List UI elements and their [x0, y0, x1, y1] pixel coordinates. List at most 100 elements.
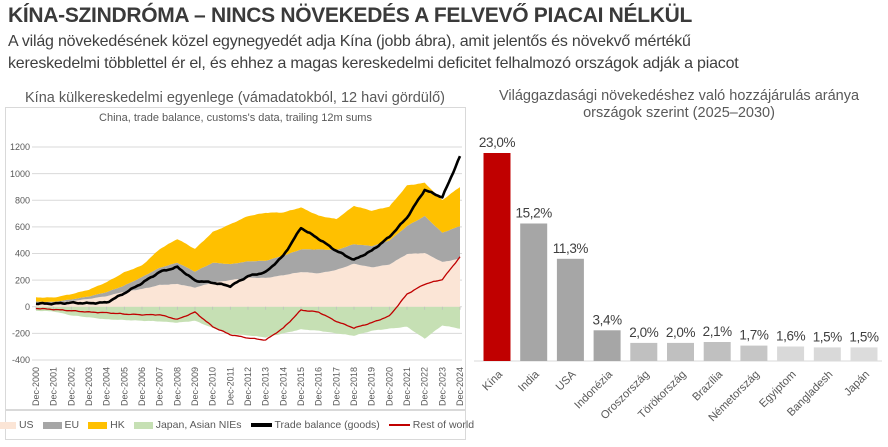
bar-oroszorsz-g — [630, 342, 658, 361]
y-tick-label: 1200 — [10, 142, 30, 152]
legend-swatch — [88, 421, 108, 429]
area-eu — [36, 215, 460, 304]
bar-category-label: Brazília — [690, 368, 725, 403]
x-tick-label: Dec-2017 — [331, 367, 341, 406]
x-tick-label: Dec-2009 — [190, 367, 200, 406]
bar-value-label: 2,1% — [703, 324, 733, 339]
legend-swatch — [388, 424, 410, 426]
y-tick-label: 600 — [15, 222, 30, 232]
x-tick-label: Dec-2001 — [49, 367, 59, 406]
legend-label: Japan, Asian NIEs — [155, 419, 242, 431]
legend-item-rest-of-world: Rest of world — [388, 419, 475, 431]
bar-bangladesh — [813, 347, 841, 361]
right-chart-title-line-2: országok szerint (2025–2030) — [583, 105, 775, 121]
stacked-areas — [36, 182, 460, 339]
y-tick-label: -400 — [12, 355, 30, 365]
bar-value-label: 1,6% — [776, 329, 806, 344]
subtitle-line-2: kereskedelmi többlettel ér el, és ehhez … — [8, 55, 739, 72]
bar-egyiptom — [777, 346, 805, 361]
x-tick-label: Dec-2023 — [437, 367, 447, 406]
legend-label: Rest of world — [412, 419, 475, 431]
legend-label: Trade balance (goods) — [274, 419, 380, 431]
legend-item-trade-balance-goods-: Trade balance (goods) — [250, 419, 380, 431]
bar-value-label: 1,5% — [813, 329, 843, 344]
x-tick-label: Dec-2013 — [261, 367, 271, 406]
y-axis-labels: 1200 1000 800 600 400 200 0 -200 -400 — [10, 142, 30, 365]
legend-item-us: US — [0, 419, 34, 431]
bar-k-na — [483, 153, 511, 361]
legend-label: EU — [64, 419, 80, 431]
legend-label: HK — [110, 419, 125, 431]
bar-value-label: 2,0% — [666, 325, 696, 340]
bar-value-label: 1,5% — [849, 329, 879, 344]
y-tick-label: 200 — [15, 275, 30, 285]
x-tick-label: Dec-2019 — [367, 367, 377, 406]
bar-value-label: 2,0% — [629, 325, 659, 340]
bar-india — [520, 223, 548, 361]
x-tick-label: Dec-2005 — [119, 367, 129, 406]
bar-category-label: India — [516, 368, 542, 394]
y-tick-label: 0 — [25, 302, 30, 312]
x-tick-label: Dec-2015 — [296, 367, 306, 406]
x-tick-label: Dec-2016 — [314, 367, 324, 406]
bar-category-label: USA — [554, 368, 579, 393]
trade-balance-legend: US EU HK Japan, Asian NIEs Trade balance (go… — [0, 410, 474, 440]
bar-value-label: 1,7% — [739, 328, 769, 343]
bar-indon-zia — [593, 330, 621, 361]
y-tick-label: 800 — [15, 195, 30, 205]
trade-balance-chart-frame: China, trade balance, customs's data, tr… — [5, 107, 466, 410]
x-tick-label: Dec-2002 — [66, 367, 76, 406]
legend-item-hk: HK — [88, 419, 125, 431]
x-tick-label: Dec-2008 — [172, 367, 182, 406]
x-tick-label: Dec-2024 — [455, 367, 465, 406]
page-title: KÍNA-SZINDRÓMA – NINCS NÖVEKEDÉS A FELVE… — [8, 4, 693, 27]
bar-value-label: 11,3% — [553, 241, 589, 256]
legend-swatch — [133, 421, 153, 429]
bar-category-label: Japán — [842, 369, 872, 399]
y-tick-label: 400 — [15, 249, 30, 259]
bar-jap-n — [850, 347, 878, 361]
area-japan-asian-nies — [36, 306, 460, 339]
bar-category-label: Kína — [480, 368, 505, 393]
x-tick-label: Dec-2012 — [243, 367, 253, 406]
subtitle-line-1: A világ növekedésének közel egynegyedét … — [8, 33, 691, 50]
growth-contribution-bar-chart: 23,0% 15,2% 11,3% 3,4% 2,0% 2,0% 2,1% 1,7% 1,6% 1… — [474, 135, 882, 424]
legend-label: US — [18, 419, 34, 431]
x-tick-label: Dec-2021 — [402, 367, 412, 406]
left-chart-title: Kína külkereskedelmi egyenlege (vámadato… — [25, 90, 445, 106]
trade-balance-chart-inner-title: China, trade balance, customs's data, tr… — [99, 112, 372, 124]
legend-swatch — [42, 421, 62, 429]
x-tick-label: Dec-2011 — [225, 367, 235, 405]
line-trade-balance — [35, 155, 462, 306]
area-us — [36, 253, 460, 307]
bar-value-label: 23,0% — [479, 135, 516, 150]
value-labels: 23,0% 15,2% 11,3% 3,4% 2,0% 2,0% 2,1% 1,7% 1,6% 1… — [479, 135, 880, 344]
legend-item-japan-asian-nies: Japan, Asian NIEs — [133, 419, 242, 431]
x-tick-label: Dec-2007 — [155, 367, 165, 406]
area-hk — [36, 182, 460, 302]
bar-usa — [556, 258, 584, 361]
y-tick-label: -200 — [12, 329, 30, 339]
legend-swatch — [0, 421, 16, 429]
x-tick-label: Dec-2020 — [384, 367, 394, 406]
line-rest-of-world — [35, 256, 461, 341]
x-tick-label: Dec-2022 — [420, 367, 430, 406]
x-axis-labels: Dec-2000 Dec-2001 Dec-2002 Dec-2003 Dec-2004… — [31, 367, 465, 406]
bar-value-label: 15,2% — [516, 206, 553, 221]
x-tick-label: Dec-2003 — [84, 367, 94, 406]
bars — [483, 153, 878, 361]
right-chart-title-line-1: Világgazdasági növekedéshez való hozzájá… — [498, 88, 860, 104]
x-tick-label: Dec-2018 — [349, 367, 359, 406]
legend-swatch — [250, 423, 272, 427]
category-labels: Kína India USAIndonéziaOroszországTörökors… — [480, 368, 872, 424]
bar-t-r-korsz-g — [667, 342, 694, 361]
x-tick-label: Dec-2004 — [102, 367, 112, 406]
subtitle: A világ növekedésének közel egynegyedét … — [8, 31, 739, 75]
right-chart-title: Világgazdasági növekedéshez való hozzájá… — [474, 88, 884, 122]
y-tick-label: 1000 — [10, 169, 30, 179]
bar-braz-lia — [703, 342, 731, 361]
bar-n-metorsz-g — [740, 345, 768, 361]
x-tick-label: Dec-2010 — [208, 367, 218, 406]
bar-value-label: 3,4% — [593, 312, 623, 327]
